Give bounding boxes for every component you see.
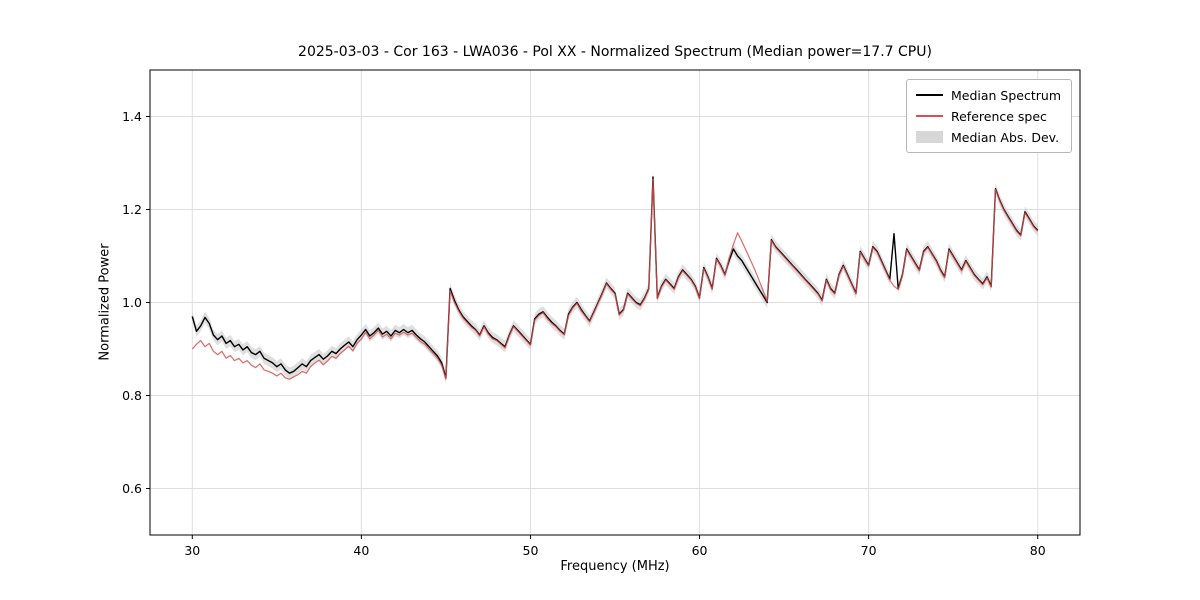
reference-spec-line-swatch [915, 115, 943, 117]
x-tick-label: 50 [522, 543, 539, 558]
y-tick-label: 0.8 [122, 387, 142, 403]
x-tick-label: 70 [860, 543, 877, 558]
legend-item-reference-spec: Reference spec [915, 108, 1061, 124]
legend-item-median-abs-dev: Median Abs. Dev. [915, 129, 1061, 145]
x-tick-label: 30 [184, 543, 201, 558]
x-tick-label: 60 [691, 543, 708, 558]
y-tick-label: 1.2 [122, 201, 142, 217]
y-tick-label: 1.4 [122, 108, 142, 124]
median-spectrum-line-swatch [915, 94, 943, 96]
median-abs-dev-patch-swatch [915, 131, 943, 143]
x-tick-label: 40 [353, 543, 370, 558]
y-tick-label: 1.0 [122, 294, 142, 310]
y-tick-label: 0.6 [122, 480, 142, 496]
x-axis-label: Frequency (MHz) [560, 559, 670, 574]
legend-label: Median Abs. Dev. [950, 129, 1060, 145]
legend-label: Reference spec [950, 108, 1047, 124]
legend: Median Spectrum Reference spec Median Ab… [905, 79, 1072, 153]
legend-label: Median Spectrum [950, 87, 1061, 103]
legend-item-median-spectrum: Median Spectrum [915, 87, 1061, 103]
x-tick-label: 80 [1029, 543, 1046, 558]
chart-title: 2025-03-03 - Cor 163 - LWA036 - Pol XX -… [298, 44, 932, 60]
